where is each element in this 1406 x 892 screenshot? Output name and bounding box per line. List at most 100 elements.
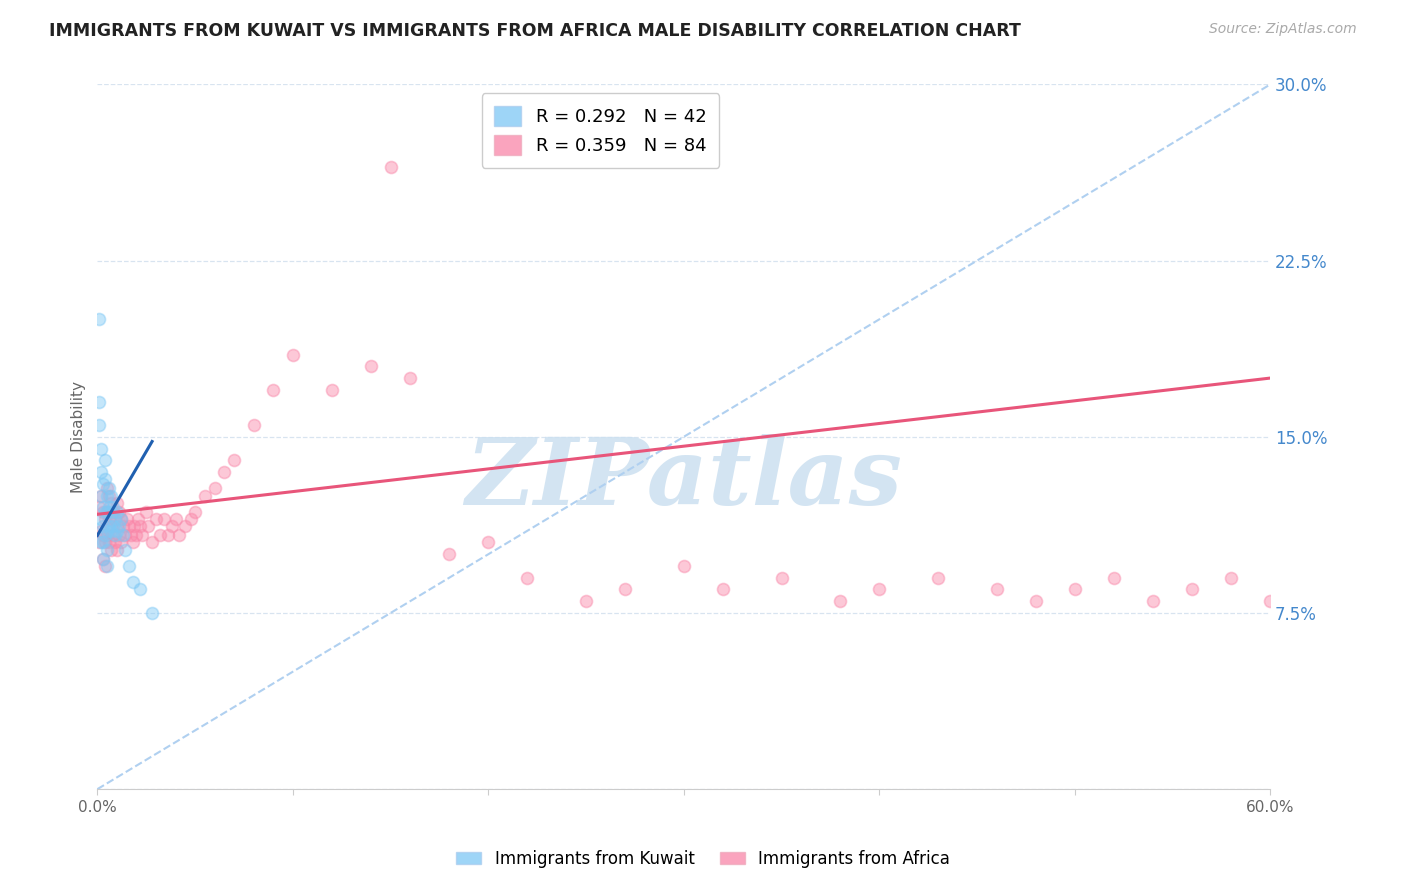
Point <box>100 489 122 503</box>
Point <box>89 500 111 515</box>
Point <box>145 512 167 526</box>
Point <box>104 535 127 549</box>
Point <box>96 528 118 542</box>
Point <box>117 559 139 574</box>
Point <box>96 505 118 519</box>
Point <box>121 535 143 549</box>
Point <box>101 519 124 533</box>
Point <box>101 528 124 542</box>
Point <box>115 512 138 526</box>
Legend: R = 0.292   N = 42, R = 0.359   N = 84: R = 0.292 N = 42, R = 0.359 N = 84 <box>482 94 720 168</box>
Point <box>868 582 890 597</box>
Point <box>117 519 139 533</box>
Point <box>100 495 122 509</box>
Point <box>136 519 159 533</box>
Point <box>105 495 128 509</box>
Point <box>94 535 117 549</box>
Point <box>165 512 187 526</box>
Point <box>110 512 132 526</box>
Point <box>100 524 122 538</box>
Point <box>129 519 152 533</box>
Point <box>105 524 128 538</box>
Point <box>114 542 136 557</box>
Point <box>96 505 118 519</box>
Text: ZIPatlas: ZIPatlas <box>465 434 903 524</box>
Point <box>830 594 852 608</box>
Point <box>101 505 124 519</box>
Point <box>1181 582 1204 597</box>
Point <box>575 594 598 608</box>
Point <box>174 519 197 533</box>
Point <box>104 512 127 526</box>
Point <box>91 505 114 519</box>
Point <box>94 528 117 542</box>
Point <box>91 528 114 542</box>
Point <box>986 582 1008 597</box>
Point <box>180 512 202 526</box>
Point <box>184 505 207 519</box>
Point <box>194 489 217 503</box>
Point <box>111 528 134 542</box>
Point <box>131 528 153 542</box>
Point <box>91 535 114 549</box>
Point <box>100 519 122 533</box>
Point <box>98 519 121 533</box>
Point <box>224 453 246 467</box>
Point <box>91 552 114 566</box>
Point <box>380 160 402 174</box>
Point <box>614 582 637 597</box>
Point <box>399 371 422 385</box>
Point <box>121 575 143 590</box>
Point <box>672 559 695 574</box>
Point <box>89 394 111 409</box>
Point <box>90 489 112 503</box>
Point <box>108 528 131 542</box>
Point <box>135 505 157 519</box>
Point <box>321 383 343 397</box>
Point <box>125 528 148 542</box>
Point <box>111 519 134 533</box>
Point <box>90 535 112 549</box>
Text: IMMIGRANTS FROM KUWAIT VS IMMIGRANTS FROM AFRICA MALE DISABILITY CORRELATION CHA: IMMIGRANTS FROM KUWAIT VS IMMIGRANTS FRO… <box>49 22 1021 40</box>
Point <box>104 512 127 526</box>
Point <box>149 528 172 542</box>
Point <box>120 528 142 542</box>
Point <box>98 535 121 549</box>
Text: Source: ZipAtlas.com: Source: ZipAtlas.com <box>1209 22 1357 37</box>
Point <box>91 552 114 566</box>
Point <box>108 505 131 519</box>
Point <box>90 512 112 526</box>
Point <box>100 542 122 557</box>
Point <box>91 519 114 533</box>
Point <box>105 542 128 557</box>
Point <box>104 528 127 542</box>
Point <box>98 489 121 503</box>
Point <box>94 505 117 519</box>
Point <box>127 512 149 526</box>
Point <box>98 482 121 496</box>
Point <box>100 505 122 519</box>
Point <box>770 571 793 585</box>
Point <box>91 500 114 515</box>
Point <box>1142 594 1164 608</box>
Point <box>242 418 264 433</box>
Point <box>262 383 284 397</box>
Point <box>94 512 117 526</box>
Point <box>110 535 132 549</box>
Point <box>141 535 163 549</box>
Point <box>156 528 179 542</box>
Point <box>101 500 124 515</box>
Y-axis label: Male Disability: Male Disability <box>72 381 86 492</box>
Point <box>96 542 118 557</box>
Point <box>96 482 118 496</box>
Point <box>89 418 111 433</box>
Point <box>110 512 132 526</box>
Point <box>98 500 121 515</box>
Point <box>124 519 146 533</box>
Point <box>711 582 734 597</box>
Point <box>477 535 499 549</box>
Point <box>169 528 191 542</box>
Point <box>1025 594 1047 608</box>
Point <box>94 559 117 574</box>
Point <box>1063 582 1085 597</box>
